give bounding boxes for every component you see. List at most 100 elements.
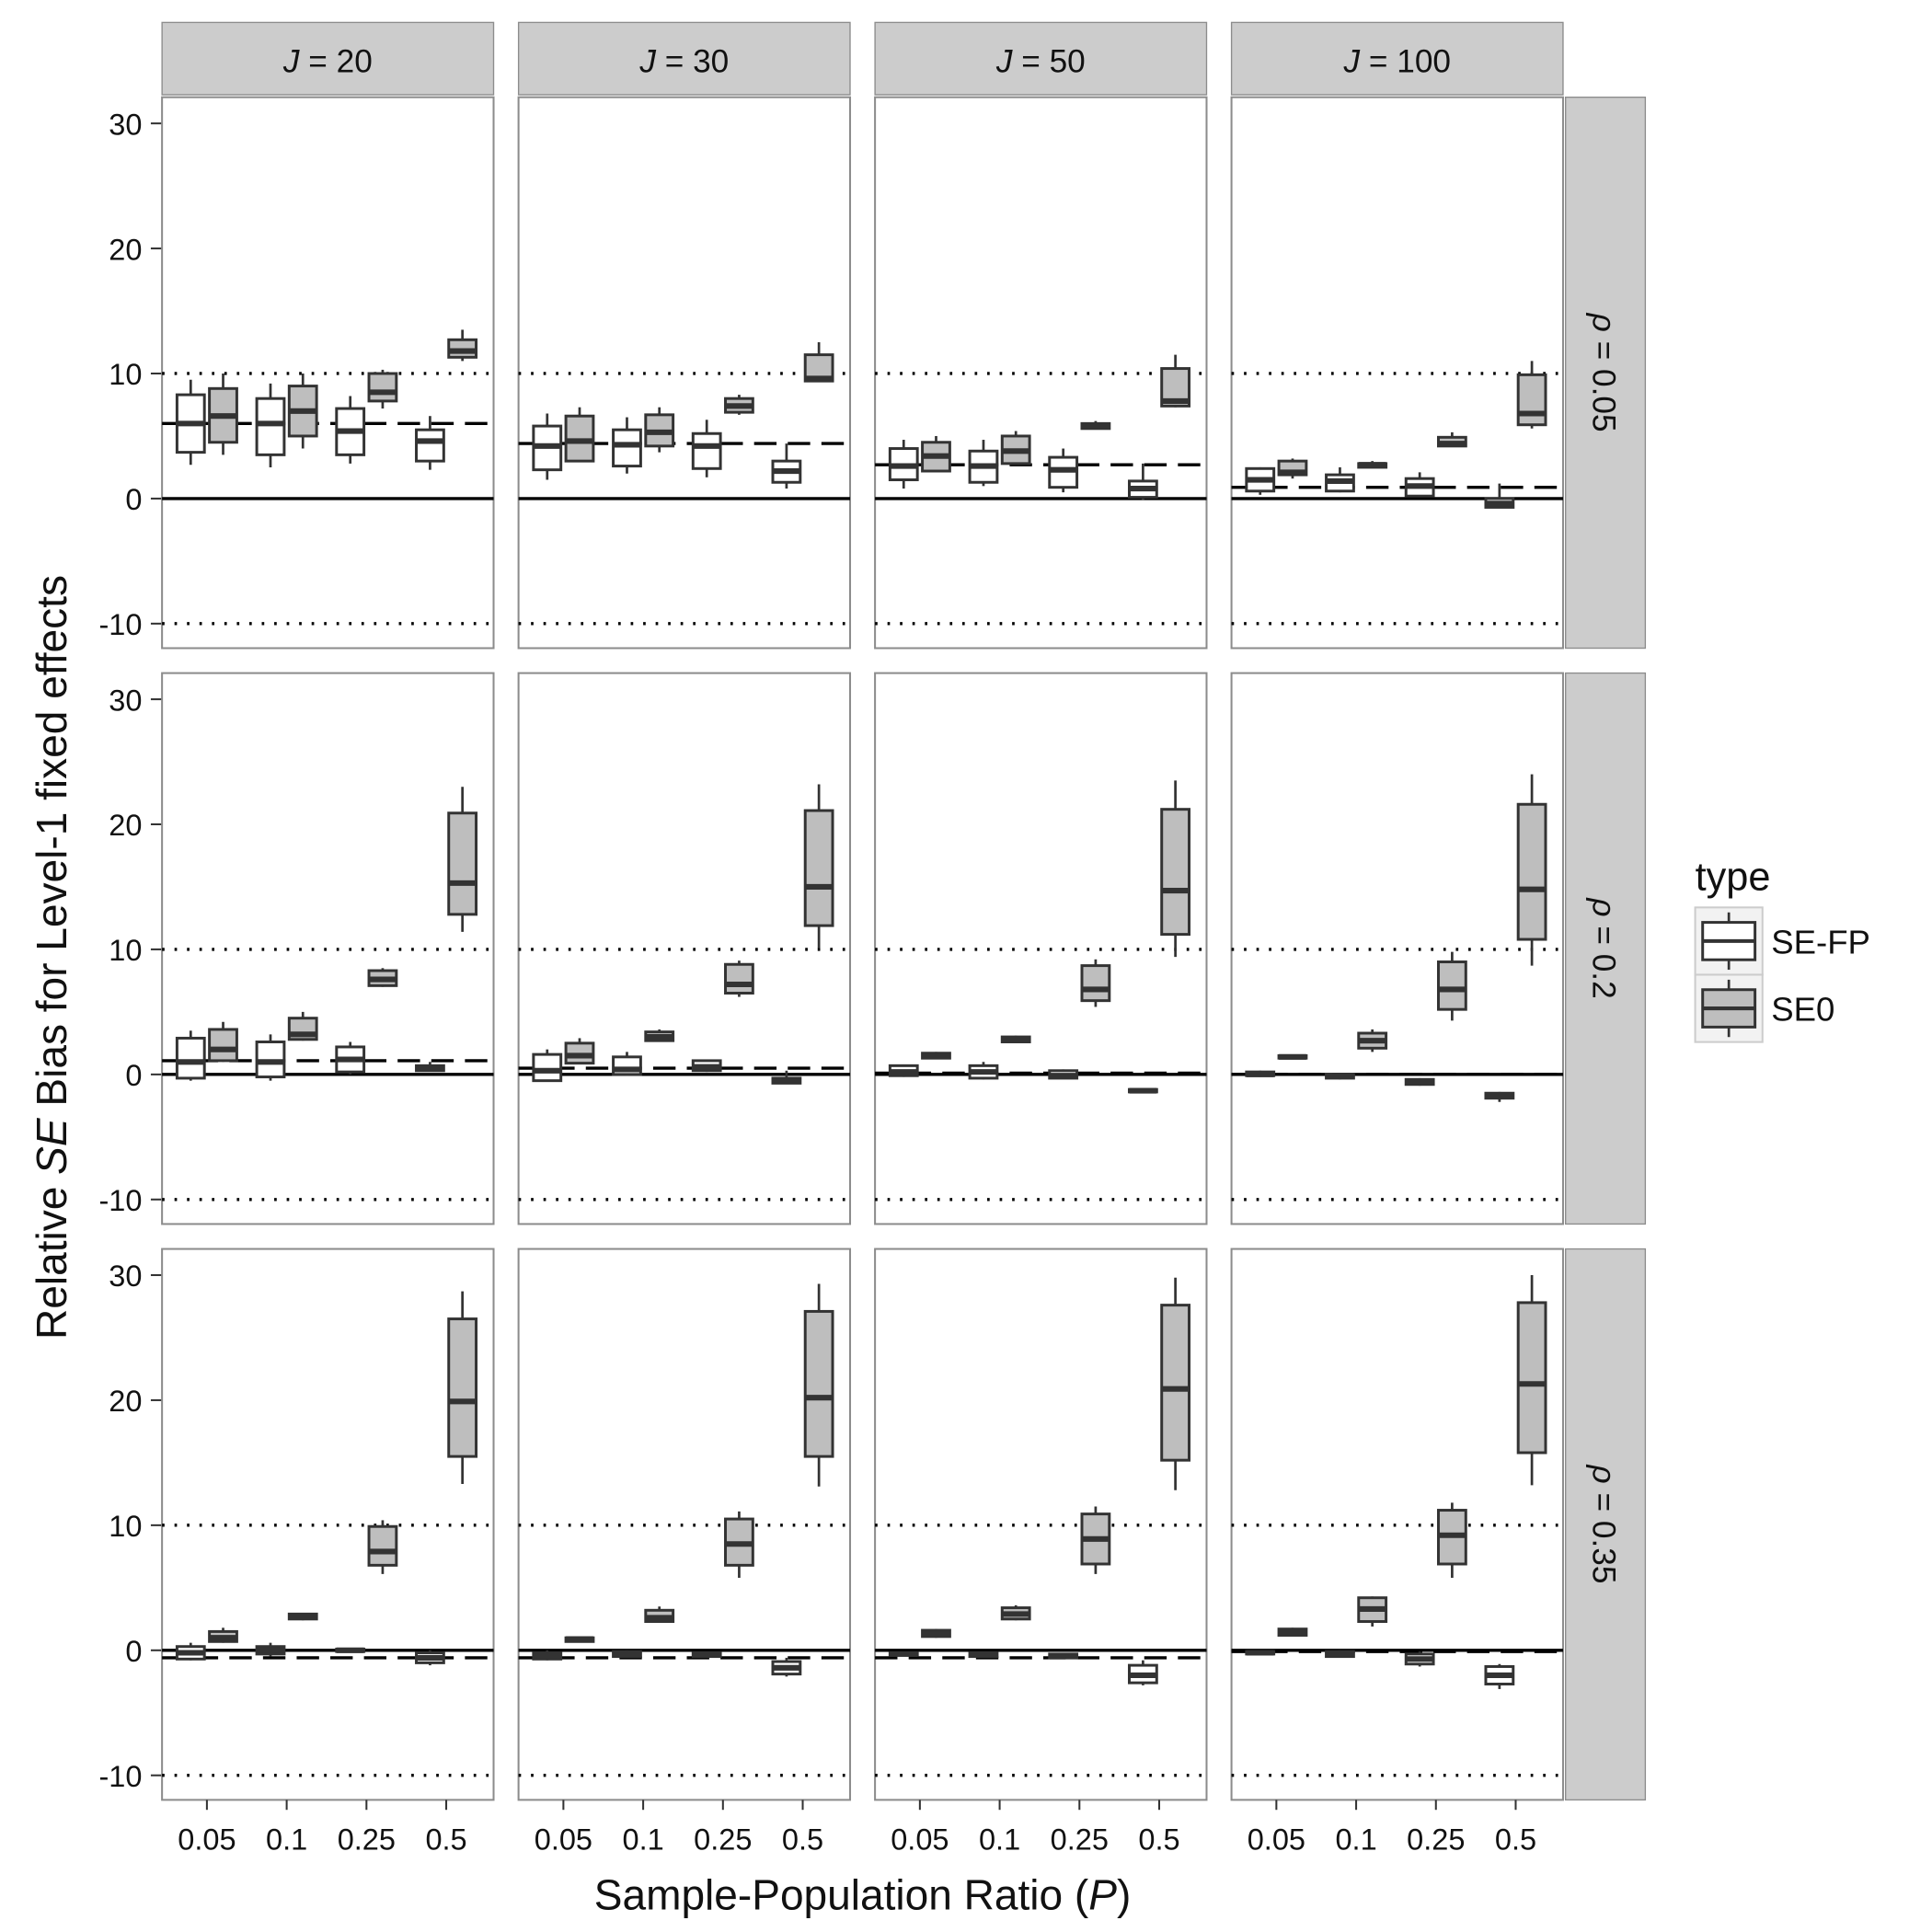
row-strip: ρ = 0.2 [1565, 672, 1647, 1225]
box-iqr [367, 372, 398, 403]
panel-background [1230, 96, 1564, 650]
box-se-fp [968, 440, 999, 487]
box-se-fp [888, 440, 919, 489]
box-se-fp [415, 416, 445, 470]
box-se-fp [968, 1650, 999, 1659]
box-iqr [255, 397, 286, 456]
box-se-fp [1245, 466, 1276, 495]
y-tick-label: -10 [98, 608, 142, 641]
box-iqr [367, 1524, 398, 1567]
strip-background [517, 21, 851, 96]
panel-background [1230, 1248, 1564, 1801]
box-se-fp [1404, 1077, 1435, 1087]
box-se-fp [532, 1049, 563, 1083]
box-se0 [1160, 354, 1191, 408]
box-se-fp [691, 1059, 722, 1073]
box-se0 [724, 1511, 754, 1578]
facet-variable: J [995, 44, 1013, 80]
facet-value: = 20 [299, 44, 372, 80]
box-se-fp [771, 1070, 802, 1085]
x-tick-label: 0.1 [1335, 1823, 1376, 1857]
box-se0 [644, 1029, 675, 1042]
panel [517, 1248, 852, 1801]
box-se-fp [612, 1052, 642, 1076]
box-se-fp [1127, 463, 1158, 500]
box-iqr [691, 431, 722, 470]
box-se0 [208, 1021, 238, 1063]
box-se0 [803, 784, 834, 949]
box-iqr [532, 1052, 563, 1083]
box-se-fp [1048, 1069, 1079, 1080]
box-se0 [1277, 1053, 1308, 1060]
panel-background [161, 96, 495, 650]
box-se-fp [335, 1647, 366, 1653]
y-tick-label: -10 [98, 1184, 142, 1217]
box-se-fp [255, 383, 286, 467]
row-strip: ρ = 0.05 [1565, 97, 1647, 650]
facet-variable: J [638, 44, 656, 80]
box-se-fp [175, 1030, 206, 1081]
box-se0 [803, 1283, 834, 1487]
box-se0 [564, 1038, 595, 1065]
box-se0 [1160, 1277, 1191, 1490]
column-strip: J = 30 [517, 21, 851, 96]
y-tick-label: 0 [125, 1635, 142, 1668]
box-se0 [921, 1628, 951, 1639]
y-tick-label: 30 [109, 108, 142, 141]
box-se0 [287, 1612, 318, 1621]
row-strip: ρ = 0.35 [1565, 1248, 1647, 1801]
box-se0 [367, 1520, 398, 1574]
y-tick-label: 10 [109, 1510, 142, 1543]
panel-background [517, 672, 852, 1225]
strip-background [1565, 1248, 1647, 1801]
strip-label: J = 50 [995, 44, 1086, 80]
box-se-fp [1484, 1663, 1515, 1689]
box-se-fp [415, 1650, 445, 1666]
box-se0 [1436, 431, 1467, 448]
strip-background [1565, 97, 1647, 650]
box-se-fp [1245, 1650, 1276, 1656]
box-iqr [1436, 960, 1467, 1011]
box-se0 [1277, 1627, 1308, 1637]
box-iqr [1160, 808, 1191, 937]
y-tick-label: 0 [125, 483, 142, 516]
panel-background [874, 672, 1208, 1225]
box-iqr [803, 809, 834, 927]
box-se-fp [532, 413, 563, 480]
box-se-fp [175, 1642, 206, 1661]
box-iqr [447, 1317, 478, 1458]
box-se-fp [1404, 472, 1435, 498]
box-se0 [1080, 959, 1111, 1007]
box-se0 [1160, 780, 1191, 958]
y-tick-label: 20 [109, 1385, 142, 1418]
box-se-fp [771, 1657, 802, 1677]
box-iqr [1516, 1301, 1547, 1455]
column-strip: J = 50 [874, 21, 1208, 96]
box-se0 [1516, 774, 1547, 966]
x-tick-label: 0.25 [1051, 1823, 1109, 1857]
panel-background [161, 672, 495, 1225]
facet-value: = 0.05 [1585, 332, 1621, 432]
box-se-fp [335, 1041, 366, 1075]
panel [874, 672, 1208, 1225]
box-se0 [1000, 431, 1031, 466]
box-se-fp [888, 1064, 919, 1077]
legend: type SE-FP SE0 [1694, 855, 1870, 1043]
box-se0 [1000, 1035, 1031, 1044]
panel-background [517, 1248, 852, 1801]
box-se-fp [175, 379, 206, 466]
facet-variable: J [282, 44, 300, 80]
facet-variable: ρ [1585, 897, 1621, 916]
y-tick-label: 10 [109, 934, 142, 967]
panel-background [874, 1248, 1208, 1801]
box-se0 [921, 1052, 951, 1060]
box-se-fp [1245, 1070, 1276, 1077]
y-tick-label: -10 [98, 1760, 142, 1793]
x-tick-label: 0.5 [1495, 1823, 1536, 1857]
panel-background [874, 96, 1208, 650]
column-strip: J = 100 [1230, 21, 1564, 96]
x-tick-label: 0.05 [178, 1823, 236, 1857]
box-iqr [447, 811, 478, 916]
box-se0 [1436, 951, 1467, 1021]
box-se0 [1000, 1604, 1031, 1621]
